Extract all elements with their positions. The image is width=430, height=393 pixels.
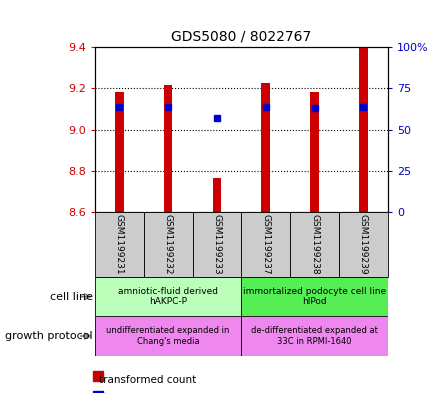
Bar xyxy=(261,83,270,212)
Bar xyxy=(192,212,241,277)
Bar xyxy=(95,316,241,356)
Text: GSM1199237: GSM1199237 xyxy=(261,214,270,275)
Text: amniotic-fluid derived
hAKPC-P: amniotic-fluid derived hAKPC-P xyxy=(118,287,218,307)
Text: GSM1199233: GSM1199233 xyxy=(212,214,221,275)
Text: transformed count: transformed count xyxy=(99,375,196,385)
Bar xyxy=(163,85,172,212)
Bar xyxy=(114,92,123,212)
Bar xyxy=(212,178,221,212)
Title: GDS5080 / 8022767: GDS5080 / 8022767 xyxy=(171,29,311,43)
Text: GSM1199232: GSM1199232 xyxy=(163,215,172,275)
Bar xyxy=(241,316,387,356)
Bar xyxy=(95,277,241,316)
Text: GSM1199238: GSM1199238 xyxy=(310,214,318,275)
Bar xyxy=(358,48,367,212)
Text: cell line: cell line xyxy=(49,292,92,302)
Bar xyxy=(310,92,318,212)
Text: GSM1199239: GSM1199239 xyxy=(358,214,367,275)
Text: undifferentiated expanded in
Chang's media: undifferentiated expanded in Chang's med… xyxy=(106,326,229,346)
Bar xyxy=(241,277,387,316)
Bar xyxy=(338,212,387,277)
Text: immortalized podocyte cell line
hIPod: immortalized podocyte cell line hIPod xyxy=(243,287,385,307)
Text: GSM1199231: GSM1199231 xyxy=(114,214,123,275)
Bar xyxy=(241,212,289,277)
Bar xyxy=(289,212,338,277)
Bar xyxy=(143,212,192,277)
Text: de-differentiated expanded at
33C in RPMI-1640: de-differentiated expanded at 33C in RPM… xyxy=(251,326,377,346)
Text: growth protocol: growth protocol xyxy=(5,331,92,341)
Bar xyxy=(95,212,143,277)
